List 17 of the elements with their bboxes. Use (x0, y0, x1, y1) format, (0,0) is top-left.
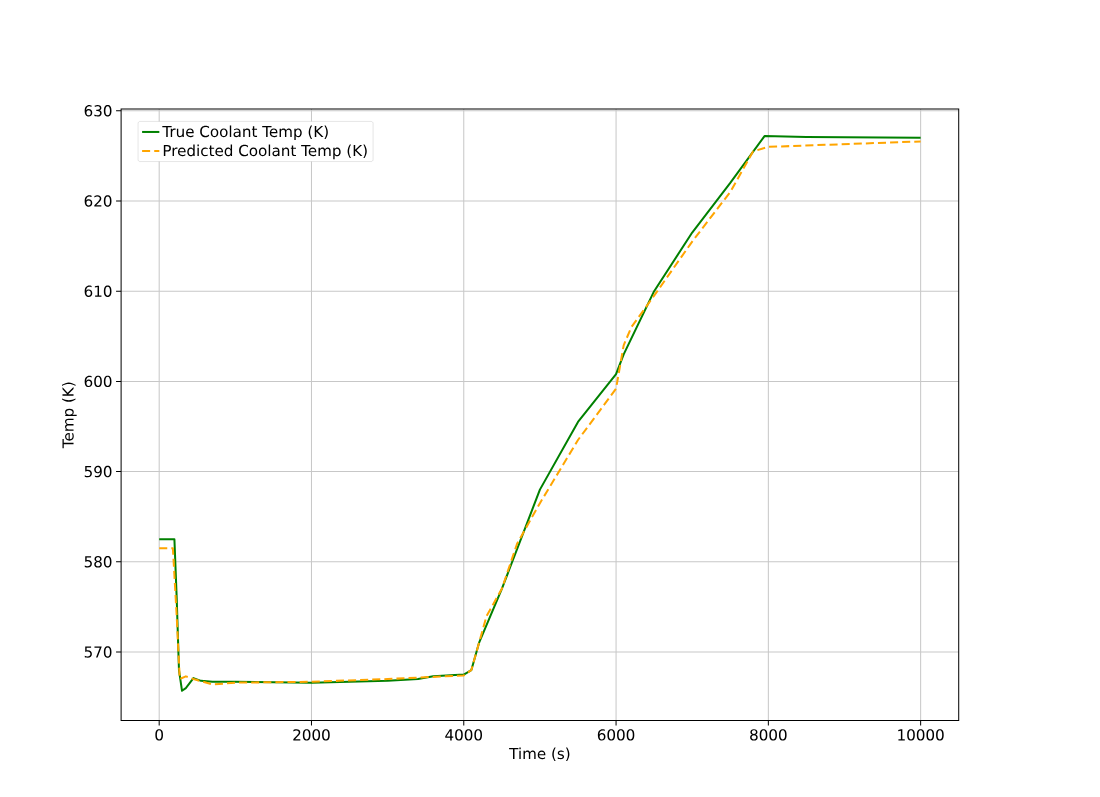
x-tick-label: 8000 (750, 729, 787, 741)
x-tick-label: 10000 (898, 729, 944, 741)
y-tick-label: 630 (84, 104, 112, 117)
x-tick-label: 0 (155, 729, 163, 741)
y-tick-label: 590 (84, 465, 112, 478)
y-tick-label: 580 (84, 555, 112, 568)
legend-label: Predicted Coolant Temp (K) (163, 144, 367, 160)
x-tick-label: 6000 (597, 729, 635, 741)
y-tick-label: 570 (84, 646, 112, 658)
legend-label: True Coolant Temp (K) (162, 125, 328, 140)
y-tick-label: 620 (84, 195, 112, 207)
x-tick-label: 4000 (445, 729, 483, 741)
y-axis-title: Temp (K) (62, 382, 77, 449)
y-tick-label: 610 (84, 285, 112, 297)
x-tick-label: 2000 (293, 729, 330, 741)
y-tick-label: 600 (84, 375, 112, 388)
x-axis-title: Time (s) (509, 747, 570, 761)
